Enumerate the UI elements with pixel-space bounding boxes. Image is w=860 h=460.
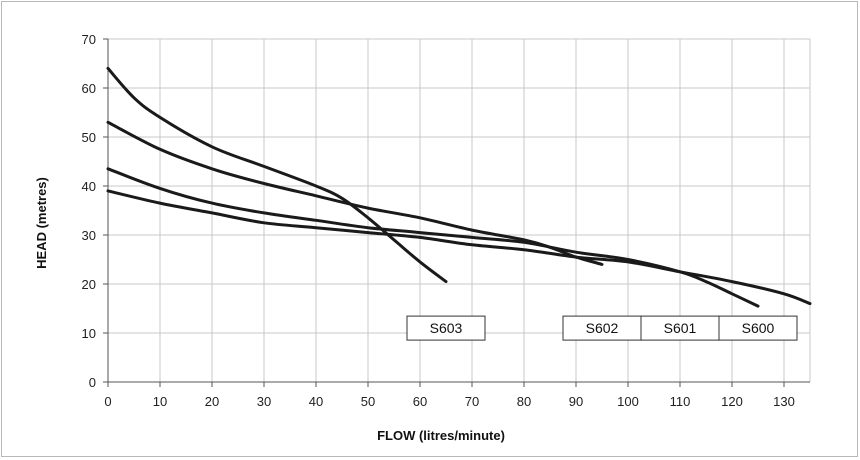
x-axis-title: FLOW (litres/minute) (377, 428, 505, 443)
x-tick-label-80: 80 (517, 394, 531, 409)
x-tick-label-70: 70 (465, 394, 479, 409)
curve-s603 (106, 66, 448, 284)
y-tick-label-30: 30 (82, 228, 96, 243)
y-tick-label-50: 50 (82, 130, 96, 145)
x-tick-label-100: 100 (617, 394, 639, 409)
label-s601: S601 (640, 315, 720, 341)
label-text-s600: S600 (742, 320, 775, 336)
x-tick-label-20: 20 (205, 394, 219, 409)
label-text-s603: S603 (430, 320, 463, 336)
label-box-s602 (562, 315, 642, 341)
y-tick-label-60: 60 (82, 81, 96, 96)
label-text-s602: S602 (586, 320, 619, 336)
axes: 0 10 20 30 40 50 60 70 80 90 100 110 120 130 0 10 20 30 40… (82, 32, 810, 409)
x-tick-label-0: 0 (104, 394, 111, 409)
label-text-s601: S601 (664, 320, 697, 336)
x-tick-label-110: 110 (670, 394, 691, 409)
x-tick-label-10: 10 (153, 394, 167, 409)
y-tick-label-20: 20 (82, 277, 96, 292)
label-box-s601 (640, 315, 720, 341)
y-axis-title: HEAD (metres) (34, 177, 49, 269)
curve-s600 (106, 189, 812, 306)
label-s602: S602 (562, 315, 642, 341)
x-tick-label-30: 30 (257, 394, 271, 409)
label-s600: S600 (718, 315, 798, 341)
y-tick-label-40: 40 (82, 179, 96, 194)
y-tick-label-70: 70 (82, 32, 96, 47)
x-tick-label-50: 50 (361, 394, 375, 409)
y-tick-label-10: 10 (82, 326, 96, 341)
x-tick-label-60: 60 (413, 394, 427, 409)
x-tick-label-120: 120 (721, 394, 743, 409)
label-box-s600 (718, 315, 798, 341)
x-tick-label-90: 90 (569, 394, 583, 409)
x-tick-label-130: 130 (773, 394, 795, 409)
pump-curves (106, 66, 812, 308)
x-tick-label-40: 40 (309, 394, 323, 409)
y-tick-label-0: 0 (89, 375, 96, 390)
label-box-s603 (406, 315, 486, 341)
curve-labels: S603 S602 S601 S600 (406, 315, 798, 341)
label-s603: S603 (406, 315, 486, 341)
curve-s601 (106, 167, 760, 308)
